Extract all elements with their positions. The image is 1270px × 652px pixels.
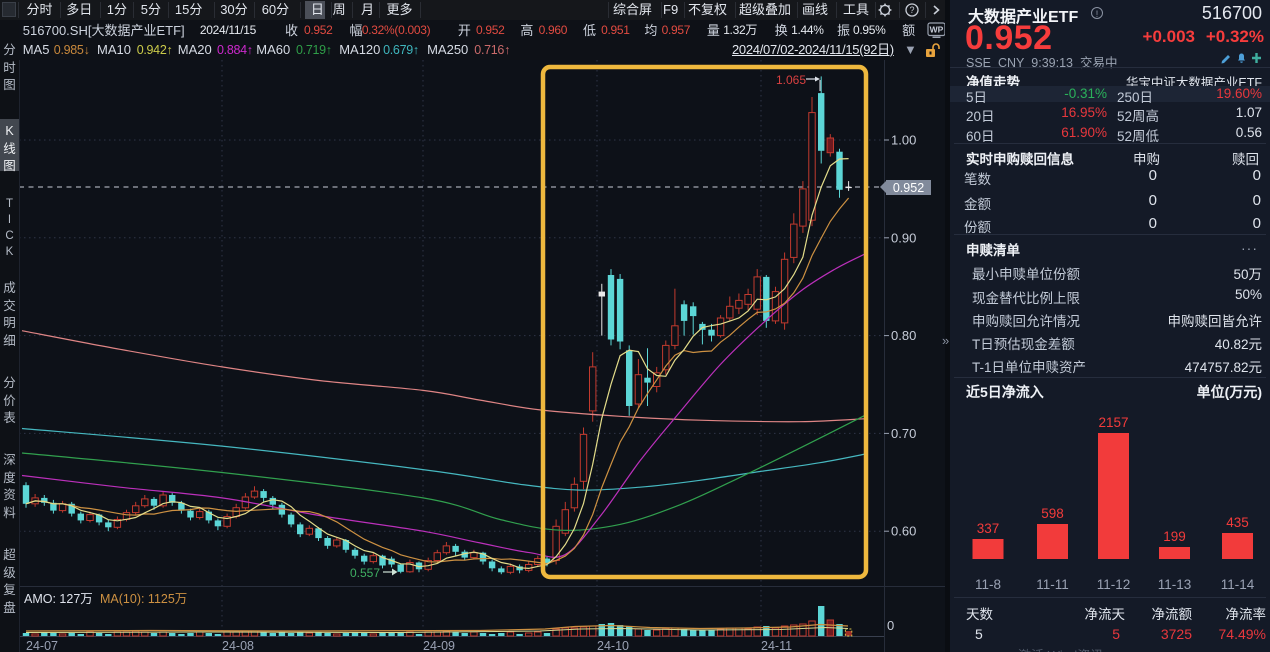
svg-text:11-13: 11-13	[1158, 577, 1192, 592]
svg-text:435: 435	[1226, 515, 1249, 530]
svg-text:2157: 2157	[1098, 415, 1128, 430]
svg-text:598: 598	[1041, 506, 1064, 521]
svg-text:0.80: 0.80	[891, 328, 916, 343]
svg-text:0: 0	[887, 618, 894, 633]
svg-text:24-10: 24-10	[597, 639, 629, 652]
svg-text:1.00: 1.00	[891, 133, 916, 148]
svg-text:WP: WP	[930, 25, 944, 35]
svg-text:0.557: 0.557	[350, 566, 380, 580]
svg-text:11-12: 11-12	[1097, 577, 1131, 592]
svg-text:24-08: 24-08	[222, 639, 254, 652]
svg-text:11-14: 11-14	[1221, 577, 1255, 592]
svg-text:0.90: 0.90	[891, 230, 916, 245]
svg-text:24-07: 24-07	[26, 639, 58, 652]
svg-text:199: 199	[1163, 529, 1186, 544]
svg-text:0.70: 0.70	[891, 426, 916, 441]
svg-text:?: ?	[909, 5, 914, 15]
svg-text:24-09: 24-09	[423, 639, 455, 652]
svg-text:1.065: 1.065	[776, 73, 806, 87]
svg-text:MA(10): 1125万: MA(10): 1125万	[100, 592, 187, 606]
svg-text:AMO: 127万: AMO: 127万	[24, 592, 93, 606]
svg-text:337: 337	[977, 521, 1000, 536]
svg-text:11-11: 11-11	[1036, 577, 1069, 592]
svg-text:0.952: 0.952	[893, 181, 924, 195]
svg-text:11-8: 11-8	[975, 577, 1001, 592]
svg-text:24-11: 24-11	[761, 639, 792, 652]
svg-text:0.60: 0.60	[891, 524, 916, 539]
